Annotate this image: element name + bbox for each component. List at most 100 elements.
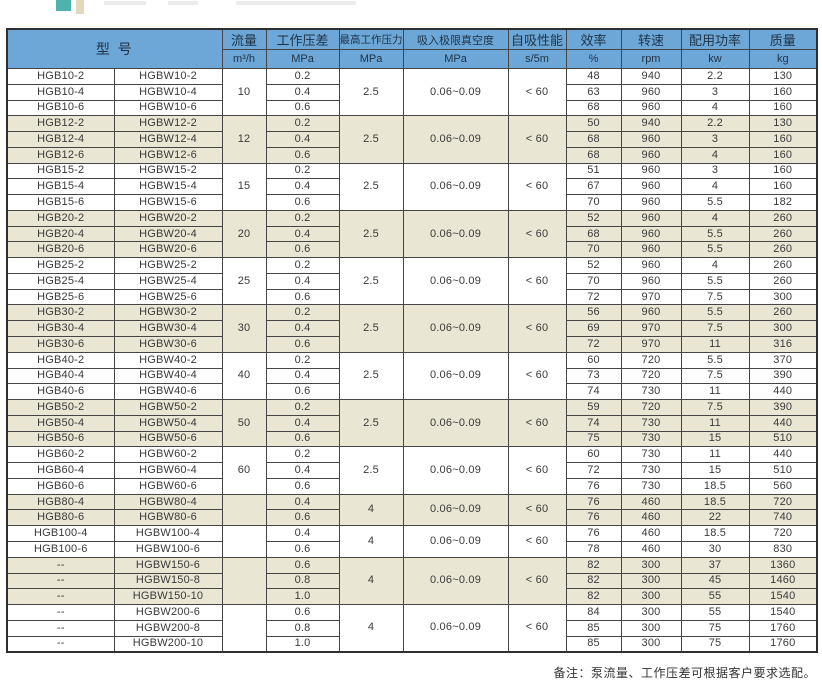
header-7-name: 配用功率 — [680, 28, 750, 50]
mass-cell: 390 — [748, 367, 818, 385]
model-w-cell: HGBW50-6 — [113, 430, 223, 448]
power-cell: 3 — [680, 162, 750, 180]
model-cell: HGB20-2 — [6, 209, 115, 227]
pressure-diff-cell: 0.4 — [265, 178, 340, 196]
model-cell: -- — [6, 619, 115, 637]
model-cell: HGB15-2 — [6, 162, 115, 180]
power-cell: 5.5 — [680, 194, 750, 211]
model-w-cell: HGBW60-6 — [113, 477, 223, 495]
rpm-cell: 460 — [620, 540, 682, 558]
pressure-diff-cell: 0.4 — [265, 131, 340, 148]
self-priming-cell: < 60 — [507, 604, 567, 653]
header-0-name: 流量 — [221, 28, 267, 50]
model-w-cell: HGBW40-2 — [113, 351, 223, 369]
vacuum-cell: 0.06~0.09 — [402, 304, 509, 353]
header-2-name: 最高工作压力 — [338, 28, 404, 50]
model-w-cell: HGBW150-6 — [113, 556, 223, 574]
flow-cell: 25 — [221, 257, 267, 306]
power-cell: 18.5 — [680, 493, 750, 511]
table-row: HGB50-2 HGBW50-2 50 0.2 2.5 0.06~0.09 < 60 59 72… — [6, 399, 818, 448]
model-cell: HGB50-2 — [6, 399, 115, 416]
rpm-cell: 730 — [620, 383, 682, 401]
model-w-cell: HGBW200-8 — [113, 619, 223, 637]
power-cell: 45 — [680, 572, 750, 590]
vacuum-cell: 0.06~0.09 — [402, 209, 509, 259]
rpm-cell: 720 — [620, 399, 682, 416]
rpm-cell: 970 — [620, 288, 682, 306]
pressure-diff-cell: 0.8 — [265, 572, 340, 590]
rpm-cell: 960 — [620, 304, 682, 322]
pressure-diff-cell: 0.2 — [265, 304, 340, 322]
table-row: HGB25-2 HGBW25-2 25 0.2 2.5 0.06~0.09 < 60 52 96… — [6, 257, 818, 306]
model-cell: HGB60-6 — [6, 477, 115, 495]
mass-cell: 260 — [748, 304, 818, 322]
power-cell: 3 — [680, 83, 750, 101]
mass-cell: 390 — [748, 399, 818, 416]
rpm-cell: 460 — [620, 525, 682, 542]
power-cell: 37 — [680, 556, 750, 574]
model-w-cell: HGBW40-4 — [113, 367, 223, 385]
table-row: HGB60-4 HGBW60-4 0.4 72 730 15 510 — [6, 462, 818, 479]
model-w-cell: HGBW40-6 — [113, 383, 223, 401]
efficiency-cell: 72 — [565, 288, 622, 306]
efficiency-cell: 74 — [565, 414, 622, 432]
header-4-unit: s/5m — [507, 49, 567, 69]
cropped-header-remnant — [236, 1, 356, 5]
rpm-cell: 460 — [620, 493, 682, 511]
efficiency-cell: 85 — [565, 635, 622, 653]
efficiency-cell: 72 — [565, 336, 622, 353]
efficiency-cell: 82 — [565, 556, 622, 574]
vacuum-cell: 0.06~0.09 — [402, 115, 509, 164]
mass-cell: 160 — [748, 146, 818, 164]
mass-cell: 1540 — [748, 588, 818, 606]
efficiency-cell: 82 — [565, 588, 622, 606]
model-cell: HGB60-2 — [6, 446, 115, 464]
power-cell: 15 — [680, 462, 750, 479]
vacuum-cell: 0.06~0.09 — [402, 351, 509, 401]
table-row: -- HGBW200-10 1.0 85 300 75 1760 — [6, 635, 818, 653]
model-w-cell: HGBW60-2 — [113, 446, 223, 464]
rpm-cell: 300 — [620, 556, 682, 574]
efficiency-cell: 76 — [565, 509, 622, 527]
efficiency-cell: 72 — [565, 462, 622, 479]
flow-cell: 12 — [221, 115, 267, 164]
pressure-diff-cell: 0.2 — [265, 115, 340, 133]
efficiency-cell: 76 — [565, 525, 622, 542]
efficiency-cell: 69 — [565, 320, 622, 338]
header-2-unit: MPa — [338, 49, 404, 69]
model-cell: HGB60-4 — [6, 462, 115, 479]
model-cell: HGB80-4 — [6, 493, 115, 511]
model-cell: HGB12-4 — [6, 131, 115, 148]
max-pressure-cell: 4 — [338, 604, 404, 653]
header-7-unit: kw — [680, 49, 750, 69]
efficiency-cell: 59 — [565, 399, 622, 416]
power-cell: 7.5 — [680, 288, 750, 306]
rpm-cell: 960 — [620, 131, 682, 148]
pressure-diff-cell: 0.4 — [265, 320, 340, 338]
rpm-cell: 960 — [620, 162, 682, 180]
rpm-cell: 300 — [620, 619, 682, 637]
efficiency-cell: 73 — [565, 367, 622, 385]
model-w-cell: HGBW12-6 — [113, 146, 223, 164]
power-cell: 11 — [680, 383, 750, 401]
efficiency-cell: 75 — [565, 430, 622, 448]
model-w-cell: HGBW50-4 — [113, 414, 223, 432]
model-w-cell: HGBW15-2 — [113, 162, 223, 180]
header-8-name: 质量 — [748, 28, 818, 50]
efficiency-cell: 50 — [565, 115, 622, 133]
rpm-cell: 300 — [620, 588, 682, 606]
max-pressure-cell: 2.5 — [338, 67, 404, 117]
mass-cell: 510 — [748, 462, 818, 479]
model-w-cell: HGBW100-6 — [113, 540, 223, 558]
pressure-diff-cell: 0.6 — [265, 604, 340, 621]
table-row: HGB40-4 HGBW40-4 0.4 73 720 7.5 390 — [6, 367, 818, 385]
power-cell: 3 — [680, 131, 750, 148]
vacuum-cell: 0.06~0.09 — [402, 525, 509, 558]
mass-cell: 160 — [748, 131, 818, 148]
pressure-diff-cell: 0.2 — [265, 446, 340, 464]
power-cell: 11 — [680, 414, 750, 432]
power-cell: 7.5 — [680, 367, 750, 385]
model-w-cell: HGBW150-10 — [113, 588, 223, 606]
efficiency-cell: 68 — [565, 225, 622, 243]
model-cell: -- — [6, 635, 115, 653]
